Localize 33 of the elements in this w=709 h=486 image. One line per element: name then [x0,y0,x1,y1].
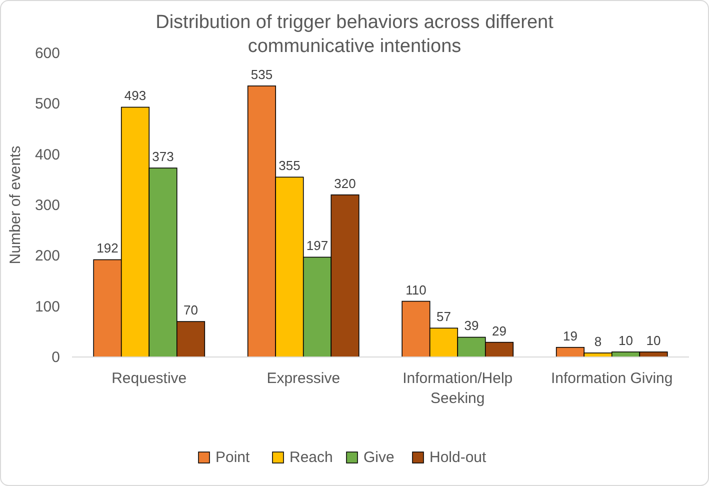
legend-label: Point [216,449,251,466]
data-label: 29 [492,323,507,338]
chart-title: Distribution of trigger behaviors across different communicative intentions [156,12,554,57]
y-tick-label: 500 [34,96,60,113]
data-label: 373 [152,149,174,164]
legend-label: Hold-out [430,449,488,466]
data-label: 355 [278,158,300,174]
data-label: 535 [250,66,273,82]
data-label: 19 [562,328,578,344]
data-label: 8 [594,334,602,349]
y-tick-label: 400 [34,146,60,164]
x-tick-label: Information Giving [551,370,673,387]
data-label: 10 [618,332,633,348]
data-label: 110 [406,282,426,298]
y-tick-label: 600 [34,45,60,62]
legend-label: Give [364,449,394,466]
x-tick-label: Requestive [112,370,187,387]
data-label: 70 [184,302,198,318]
y-tick-label: 300 [34,197,60,214]
x-tick-label: Information/Help Seeking [402,370,513,407]
y-tick-label: 0 [52,349,60,366]
data-label: 39 [464,318,479,334]
x-tick-label: Expressive [266,370,340,387]
data-label: 57 [436,309,451,324]
data-label: 10 [646,332,661,348]
y-axis-title: Number of events [7,146,24,264]
data-label: 493 [124,88,146,104]
data-label: 192 [96,240,118,256]
y-tick-label: 200 [34,248,60,265]
y-tick-label: 100 [34,298,60,316]
legend-label: Reach [290,449,333,466]
data-label: 320 [334,176,356,191]
data-label: 197 [306,238,328,254]
